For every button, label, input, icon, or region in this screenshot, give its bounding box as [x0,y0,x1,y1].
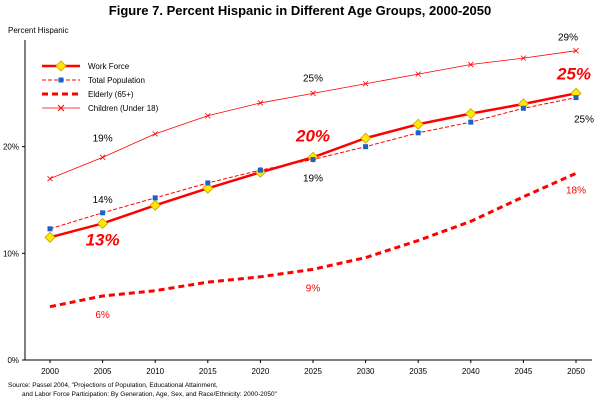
data-label: 6% [95,310,110,321]
data-point [152,131,158,137]
data-point [205,112,211,119]
data-label: 13% [86,230,120,249]
legend-item-elderly: Elderly (65+) [42,90,134,99]
data-point [205,180,211,186]
data-point [257,100,264,106]
legend-item-children: Children (Under 18) [42,104,159,113]
data-label: 29% [558,33,578,44]
data-point [520,55,527,61]
y-ticks: 0% 10% 20% [3,143,25,365]
source-line-2: and Labor Force Participation: By Genera… [22,391,278,398]
data-point [152,195,158,201]
data-point [573,47,579,54]
x-tick-label: 2010 [146,367,164,376]
y-tick-label: 10% [3,249,19,258]
data-label: 25% [574,115,594,126]
data-label: 9% [306,283,321,294]
series-elderly-65 [49,171,577,309]
x-tick-label: 2020 [252,367,270,376]
legend-item-work-force: Work Force [42,60,130,72]
x-tick-label: 2035 [409,367,427,376]
x-tick-label: 2040 [462,367,480,376]
legend-label: Total Population [88,76,145,85]
source-line-1: Source: Passel 2004, "Projections of Pop… [8,382,218,389]
data-point [310,156,316,162]
data-point [468,61,474,68]
x-tick-label: 2050 [567,367,585,376]
series-total-population [47,95,579,232]
data-label: 19% [93,133,113,144]
x-tick-label: 2045 [515,367,533,376]
legend-x-marker [57,104,65,112]
data-label: 19% [303,173,323,184]
data-label: 18% [566,185,586,196]
data-point [47,175,53,182]
x-tick-label: 2005 [94,367,112,376]
data-point [202,182,214,194]
legend-square-marker [58,77,64,83]
series-layer [44,47,582,309]
legend: Work Force Total Population Elderly (65+… [42,60,159,113]
x-tick-label: 2015 [199,367,217,376]
legend-label: Elderly (65+) [88,90,134,99]
data-point [360,132,372,144]
data-point [363,144,369,150]
y-tick-label: 20% [3,143,19,152]
data-point [412,118,424,130]
data-point [97,217,109,230]
series-children-under-18 [47,47,579,182]
data-point [310,90,316,97]
chart-title: Figure 7. Percent Hispanic in Different … [109,3,491,18]
legend-item-total-population: Total Population [42,76,145,85]
y-axis-label: Percent Hispanic [8,26,68,35]
data-label: 14% [93,195,113,206]
legend-diamond-marker [55,60,67,72]
data-point [465,108,477,120]
series-line [49,92,577,239]
legend-label: Children (Under 18) [88,104,159,113]
x-ticks: 2000 2005 2010 2015 2020 2025 2030 2035 2040 2045… [41,360,585,376]
data-point [415,71,421,77]
data-point [573,95,579,101]
annotation-layer: 29% 25% 25% 25% 19% 20% 19% 14% 13% 18% 9% 6% [86,33,595,321]
x-tick-label: 2000 [41,367,59,376]
data-point [44,231,56,243]
data-label: 25% [303,73,323,84]
axes [24,40,592,361]
series-line [49,171,577,309]
data-point [257,167,263,173]
data-point [362,80,369,87]
legend-label: Work Force [88,62,130,71]
data-label: 25% [556,64,591,83]
data-point [99,154,106,161]
data-point [47,226,53,232]
x-tick-label: 2030 [357,367,375,376]
data-point [520,105,526,111]
data-point [100,210,106,216]
data-point [149,199,161,211]
y-tick-label: 0% [7,356,19,365]
data-point [468,119,474,125]
x-tick-label: 2025 [304,367,322,376]
data-label: 20% [295,126,330,145]
data-point [415,130,421,136]
